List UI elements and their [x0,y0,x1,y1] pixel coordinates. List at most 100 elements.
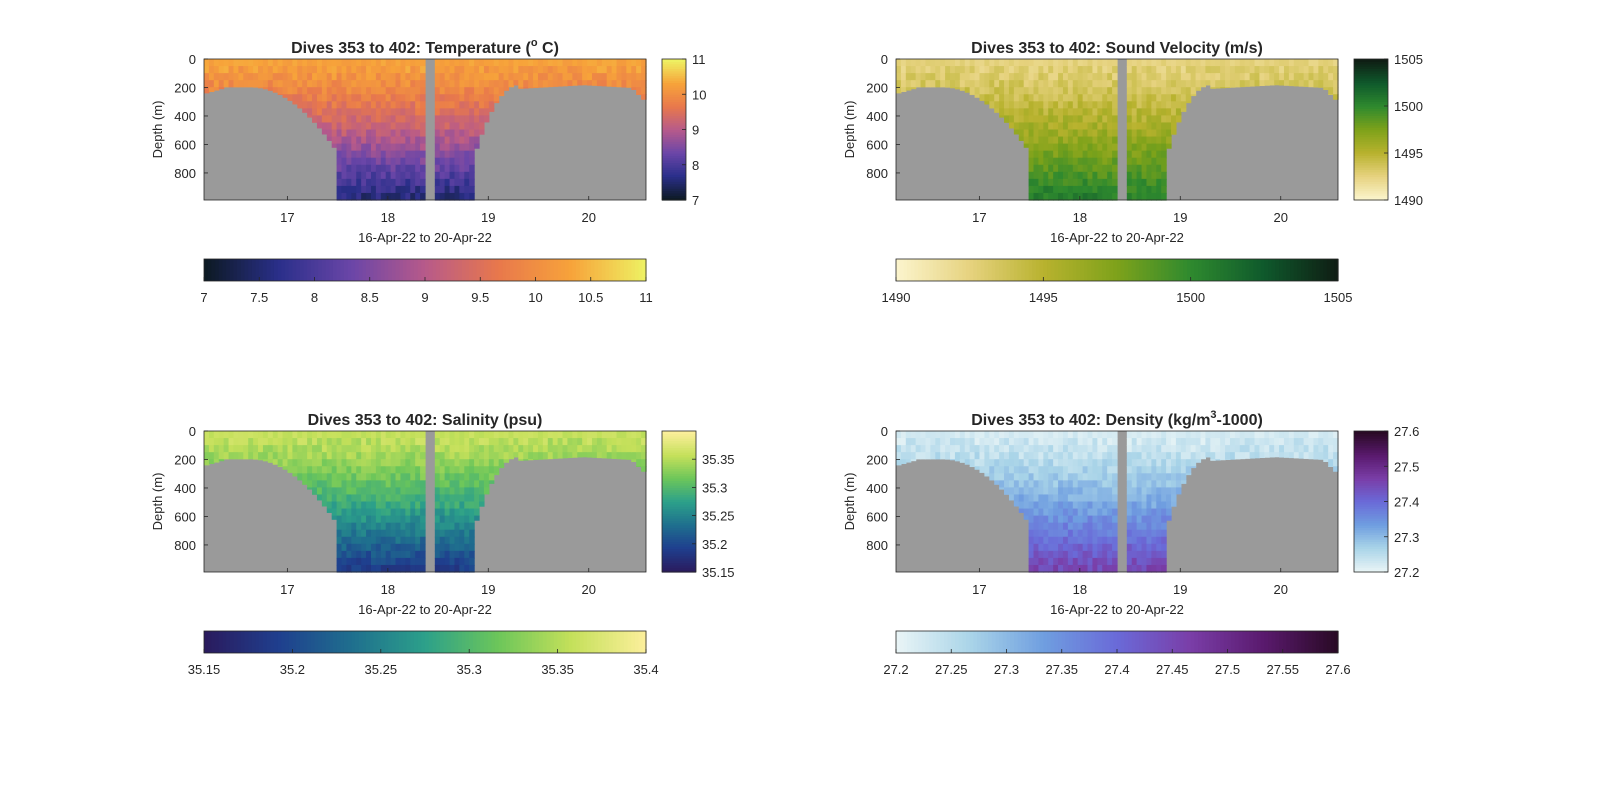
heatmap-cell [601,438,608,446]
colorbar-swatch [1120,631,1125,653]
colorbar-swatch [351,631,356,653]
heatmap-cell [1151,129,1157,138]
heatmap-cell [1043,122,1049,131]
heatmap-cell [1102,73,1108,81]
heatmap-cell [1151,480,1157,488]
heatmap-cell [479,108,485,116]
heatmap-cell [1107,66,1113,74]
heatmap-cell [557,59,564,67]
heatmap-cell [994,59,1000,67]
colorbar-swatch [1354,503,1388,507]
heatmap-cell [1283,80,1290,86]
colorbar-swatch [211,631,216,653]
heatmap-cell [950,445,956,453]
heatmap-cell [405,101,411,109]
heatmap-cell [606,73,613,81]
colorbar-swatch [1164,259,1170,281]
heatmap-cell [1033,185,1040,194]
heatmap-cell [596,438,603,446]
heatmap-cell [1077,101,1084,109]
heatmap-cell [1220,452,1226,460]
heatmap-cell [1087,164,1094,173]
heatmap-cell [405,557,411,566]
heatmap-cell [464,550,470,559]
colorbar-swatch [1326,631,1332,653]
heatmap-cell [896,452,902,460]
heatmap-cell [208,459,215,464]
heatmap-cell [449,115,456,124]
heatmap-cell [1136,192,1143,201]
heatmap-cell [1210,80,1216,88]
heatmap-cell [1254,438,1261,446]
colorbar-swatch [605,631,610,653]
heatmap-cell [1053,431,1059,439]
colorbar-swatch [472,631,478,653]
heatmap-cell [1151,445,1157,453]
heatmap-cell [1185,452,1192,460]
heatmap-cell [454,459,460,467]
heatmap-cell [253,431,259,439]
heatmap-cell [1131,473,1138,481]
heatmap-cell [1023,438,1030,446]
heatmap-cell [415,459,421,467]
heatmap-cell [420,73,426,81]
heatmap-cell [464,522,470,531]
heatmap-cell [1062,487,1069,496]
heatmap-cell [1028,529,1035,538]
heatmap-cell [390,164,397,173]
heatmap-cell [1146,431,1152,439]
heatmap-cell [1151,192,1157,201]
heatmap-cell [469,87,475,95]
heatmap-cell [1215,59,1221,67]
heatmap-cell [621,431,627,439]
heatmap-cell [228,438,235,446]
heatmap-cell [1058,487,1064,496]
heatmap-cell [474,452,480,460]
heatmap-cell [1033,522,1040,531]
colorbar-swatch [1354,541,1388,545]
colorbar-swatch [662,117,686,121]
heatmap-cell [1161,66,1167,74]
heatmap-cell [1205,445,1211,453]
heatmap-cell [1097,501,1103,510]
colorbar-swatch [1354,536,1388,540]
heatmap-cell [523,66,529,74]
heatmap-cell [1102,157,1108,166]
colorbar-swatch [498,259,503,281]
heatmap-cell [366,494,372,503]
heatmap-cell [439,494,446,503]
heatmap-cell [346,487,352,496]
heatmap-cell [346,185,352,194]
colorbar-swatch [1061,259,1067,281]
colorbar-swatch [631,631,636,653]
heatmap-cell [483,73,490,81]
heatmap-cell [1018,459,1025,467]
heatmap-cell [479,129,485,135]
heatmap-cell [400,122,406,131]
heatmap-cell [1161,445,1167,453]
heatmap-cell [1112,157,1118,166]
heatmap-cell [1102,501,1108,510]
colorbar-swatch [458,631,463,653]
colorbar-swatch [1010,259,1015,281]
heatmap-cell [1279,431,1285,439]
heatmap-cell [518,73,524,81]
heatmap-cell [954,452,961,460]
heatmap-cell [228,66,235,74]
heatmap-cell [994,66,1000,74]
heatmap-cell [950,459,956,461]
heatmap-cell [1033,466,1040,474]
heatmap-cell [636,59,642,67]
heatmap-cell [1062,101,1069,109]
heatmap-cell [361,115,367,124]
heatmap-cell [1072,445,1079,453]
heatmap-cell [1077,115,1084,124]
heatmap-cell [1220,438,1226,446]
heatmap-cell [1195,431,1202,439]
heatmap-cell [459,66,465,74]
colorbar-swatch [255,259,260,281]
heatmap-cell [1215,73,1221,81]
colorbar-swatch [1198,259,1203,281]
heatmap-cell [449,438,456,446]
heatmap-cell [587,431,593,439]
